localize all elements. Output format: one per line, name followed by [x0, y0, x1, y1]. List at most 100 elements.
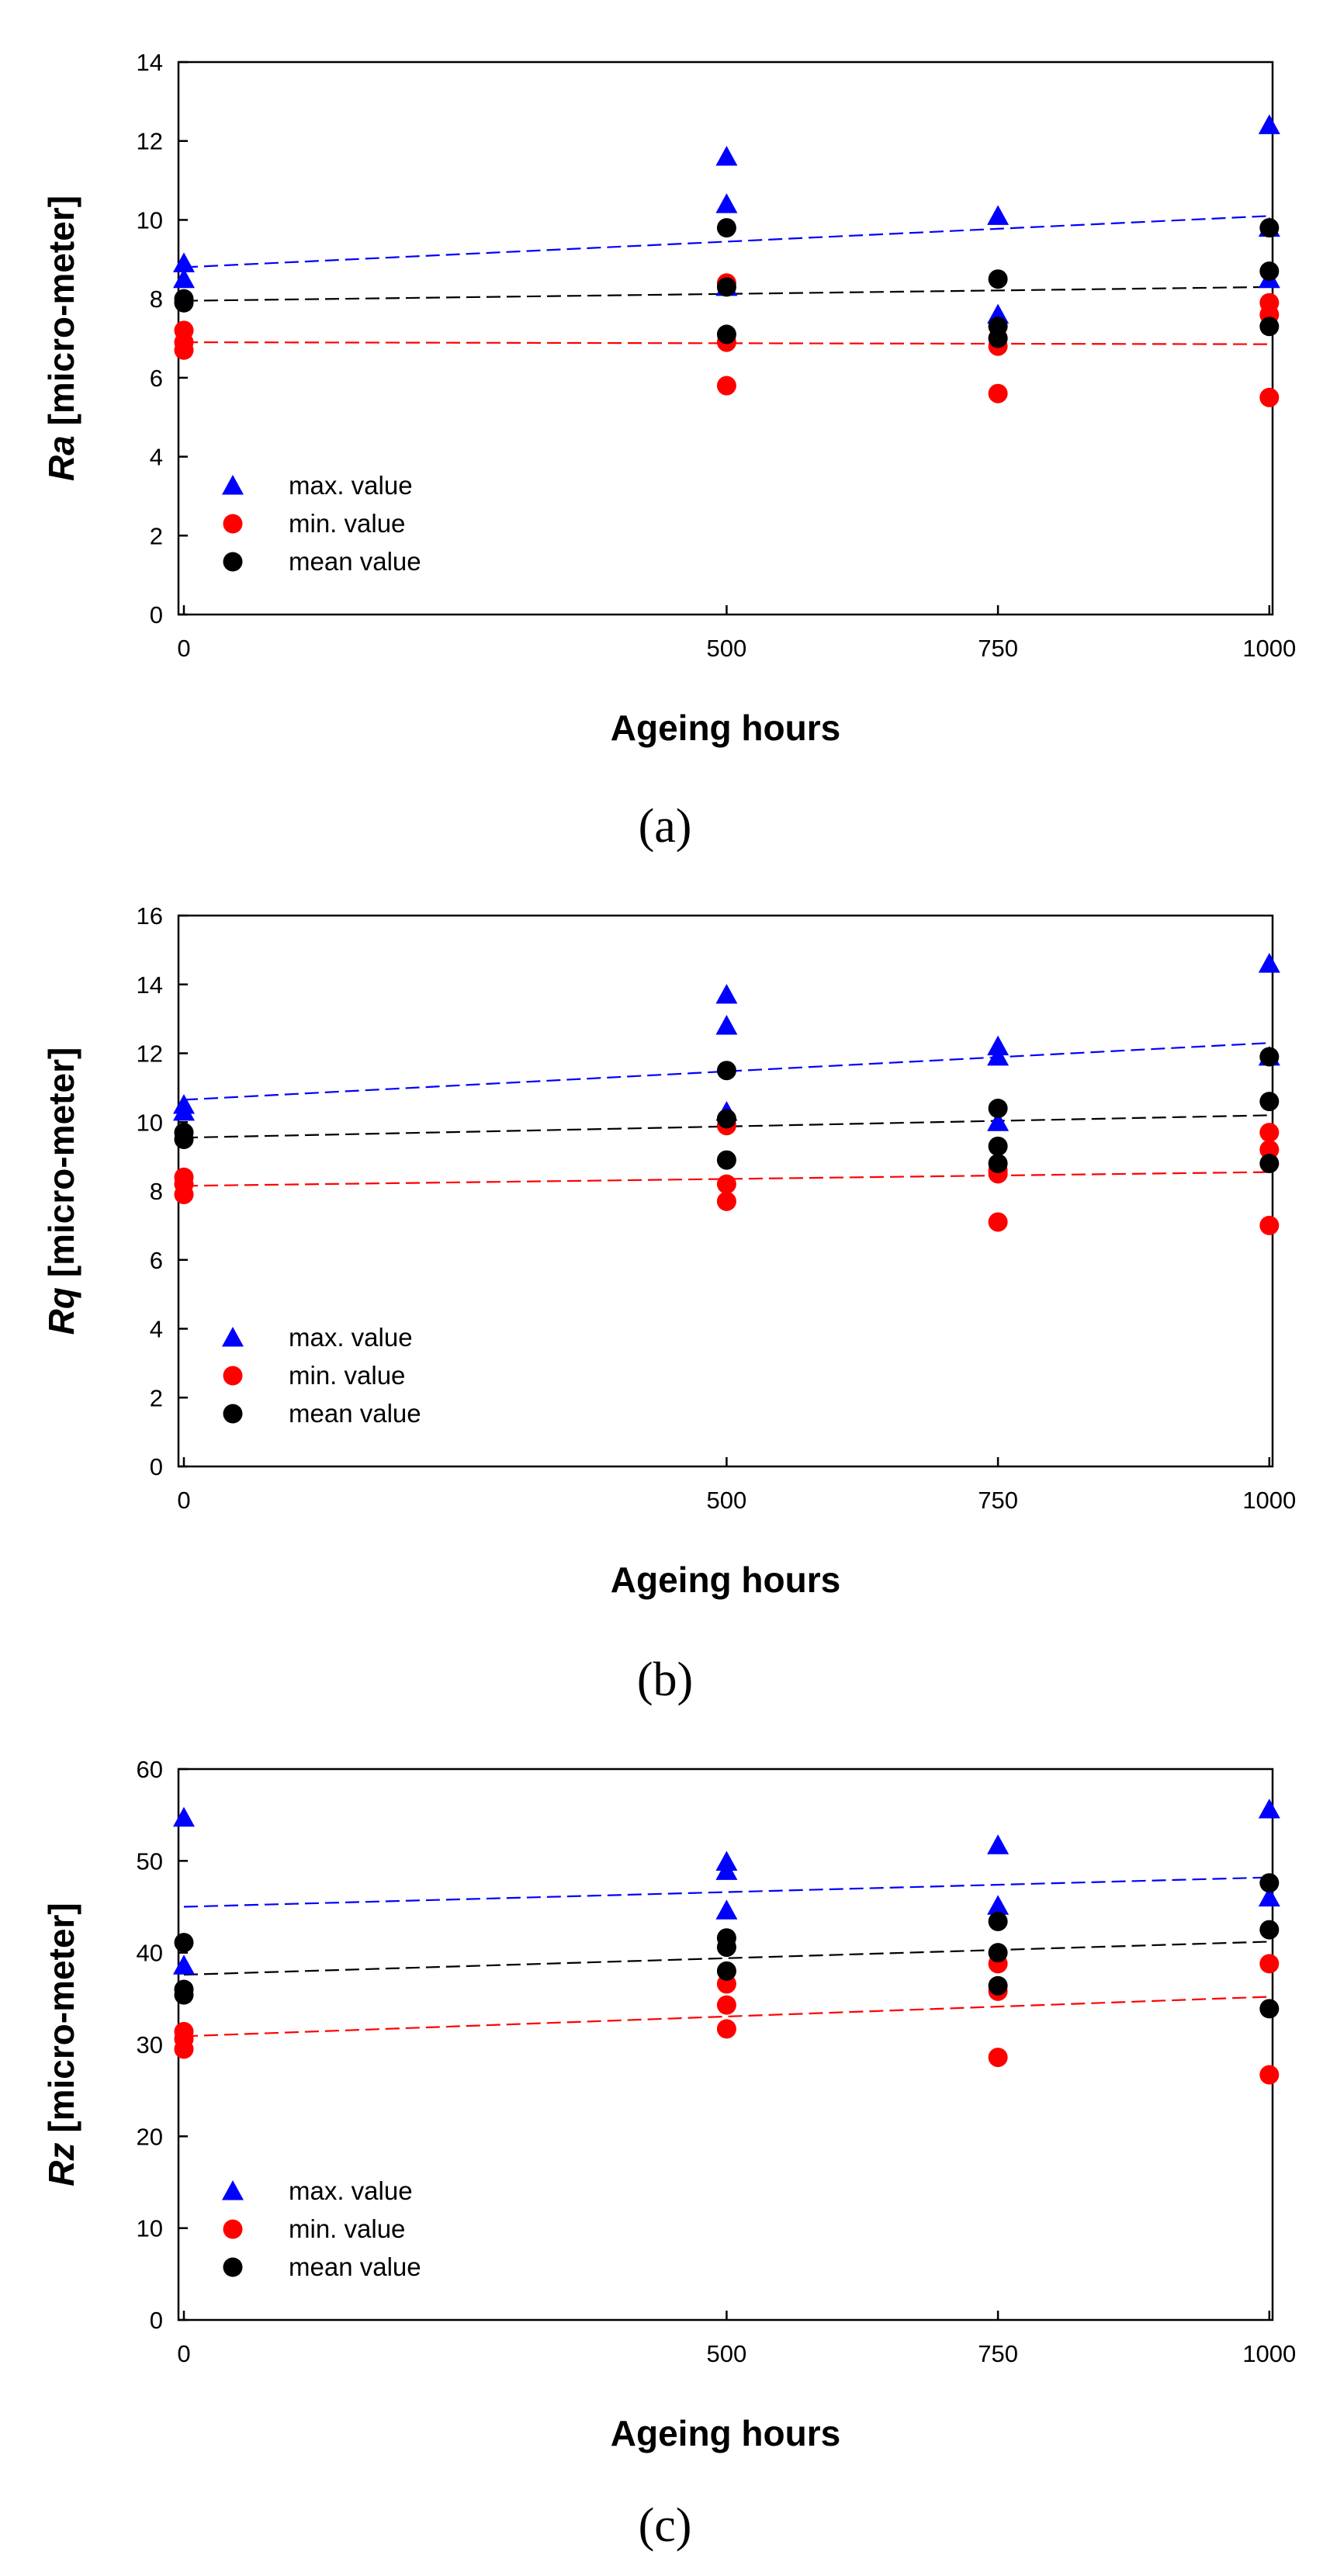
- x-tick-label: 0: [177, 1487, 190, 1514]
- y-tick-label: 2: [150, 522, 163, 549]
- y-axis-title: Ra [micro-meter]: [41, 196, 81, 481]
- y-tick-label: 6: [150, 1247, 163, 1274]
- point-min-value: [716, 1174, 736, 1194]
- point-max-value: [1258, 1799, 1280, 1819]
- legend-marker-min-value: [223, 514, 243, 534]
- point-mean-value: [1259, 218, 1280, 238]
- point-max-value: [715, 1015, 738, 1035]
- x-tick-label: 500: [707, 2340, 747, 2367]
- point-mean-value: [716, 277, 736, 297]
- point-mean-value: [988, 1136, 1008, 1156]
- x-tick-label: 0: [177, 635, 190, 662]
- point-mean-value: [988, 269, 1008, 289]
- x-axis-title: Ageing hours: [611, 708, 840, 748]
- y-tick-label: 0: [150, 601, 163, 628]
- point-mean-value: [1259, 1873, 1280, 1893]
- point-max-value: [987, 1834, 1010, 1854]
- point-mean-value: [716, 1961, 736, 1981]
- point-max-value: [172, 1955, 195, 1975]
- y-tick-label: 0: [150, 2307, 163, 2334]
- point-min-value: [1259, 1215, 1280, 1235]
- point-mean-value: [1259, 1092, 1280, 1112]
- legend-label-max-value: max. value: [289, 2176, 413, 2205]
- point-min-value: [1259, 1140, 1280, 1160]
- chart-panel-1: 0 2 4 6 8 10 12 14 0 500 750 1000 Ageing hours Ra [mi…: [41, 49, 1296, 853]
- point-mean-value: [988, 1099, 1008, 1118]
- x-tick-label: 500: [707, 1487, 747, 1514]
- point-mean-value: [988, 1943, 1008, 1963]
- legend-label-mean-value: mean value: [289, 547, 421, 576]
- point-min-value: [1259, 1123, 1280, 1143]
- y-axis-symbol: Rq: [41, 1287, 81, 1335]
- y-tick-label: 6: [150, 365, 163, 392]
- point-min-value: [716, 2019, 736, 2039]
- legend-label-mean-value: mean value: [289, 1399, 421, 1428]
- x-axis-title: Ageing hours: [611, 2413, 840, 2453]
- y-axis-unit: [micro-meter]: [41, 196, 81, 435]
- legend-label-max-value: max. value: [289, 1323, 413, 1352]
- legend: max. value min. value mean value: [222, 2176, 421, 2281]
- point-mean-value: [174, 293, 194, 313]
- point-max-value: [1258, 1886, 1280, 1907]
- point-min-value: [988, 1212, 1008, 1232]
- legend-marker-min-value: [223, 2219, 243, 2239]
- y-tick-label: 50: [137, 1847, 163, 1875]
- x-axis-title: Ageing hours: [611, 1560, 840, 1600]
- legend-label-min-value: min. value: [289, 509, 405, 538]
- point-mean-value: [988, 1911, 1008, 1931]
- chart-panel-2: 0 2 4 6 8 10 12 14 16 0 500 750 1000 Ageing hours Rq […: [41, 902, 1296, 1706]
- point-max-value: [987, 1035, 1010, 1056]
- y-tick-label: 10: [137, 1109, 163, 1136]
- point-mean-value: [1259, 1154, 1280, 1173]
- figure-caption: (b): [637, 1653, 693, 1706]
- point-max-value: [987, 1045, 1010, 1066]
- point-mean-value: [1259, 1920, 1280, 1940]
- point-mean-value: [988, 1975, 1008, 1996]
- legend-label-mean-value: mean value: [289, 2252, 421, 2281]
- point-mean-value: [1259, 317, 1280, 337]
- legend-marker-max-value: [222, 1327, 244, 1347]
- x-tick-label: 500: [707, 635, 747, 662]
- point-max-value: [172, 1100, 195, 1121]
- y-axis-title: Rq [micro-meter]: [41, 1047, 81, 1335]
- y-tick-label: 10: [137, 206, 163, 234]
- point-mean-value: [988, 1154, 1008, 1173]
- legend-label-max-value: max. value: [289, 471, 413, 500]
- point-max-value: [715, 1899, 738, 1920]
- point-mean-value: [1259, 261, 1280, 282]
- point-max-value: [172, 1806, 195, 1827]
- x-tick-label: 750: [978, 2340, 1018, 2367]
- point-mean-value: [716, 218, 736, 238]
- point-mean-value: [174, 1129, 194, 1149]
- figure-caption: (c): [639, 2499, 692, 2552]
- legend-marker-mean-value: [223, 552, 243, 572]
- point-mean-value: [716, 1150, 736, 1170]
- y-tick-label: 8: [150, 1178, 163, 1205]
- point-mean-value: [716, 1937, 736, 1958]
- legend-label-min-value: min. value: [289, 1361, 405, 1390]
- point-max-value: [1258, 114, 1280, 134]
- point-max-value: [715, 984, 738, 1004]
- point-max-value: [715, 1860, 738, 1880]
- point-min-value: [174, 2039, 194, 2059]
- point-max-value: [987, 1895, 1010, 1915]
- point-min-value: [988, 383, 1008, 403]
- point-min-value: [1259, 387, 1280, 407]
- y-tick-label: 20: [137, 2123, 163, 2150]
- point-max-value: [172, 252, 195, 272]
- x-tick-label: 1000: [1242, 1487, 1296, 1514]
- y-axis-symbol: Rz: [41, 2143, 81, 2186]
- figure-caption: (a): [639, 800, 692, 853]
- y-tick-label: 16: [137, 902, 163, 930]
- legend-marker-max-value: [222, 475, 244, 495]
- y-tick-label: 40: [137, 1940, 163, 1967]
- legend: max. value min. value mean value: [222, 471, 421, 576]
- y-tick-label: 4: [150, 444, 163, 471]
- point-max-value: [1258, 953, 1280, 973]
- y-axis-title: Rz [micro-meter]: [41, 1903, 81, 2186]
- point-mean-value: [174, 1985, 194, 2005]
- y-tick-label: 60: [137, 1756, 163, 1783]
- point-min-value: [988, 2048, 1008, 2068]
- y-tick-label: 4: [150, 1316, 163, 1343]
